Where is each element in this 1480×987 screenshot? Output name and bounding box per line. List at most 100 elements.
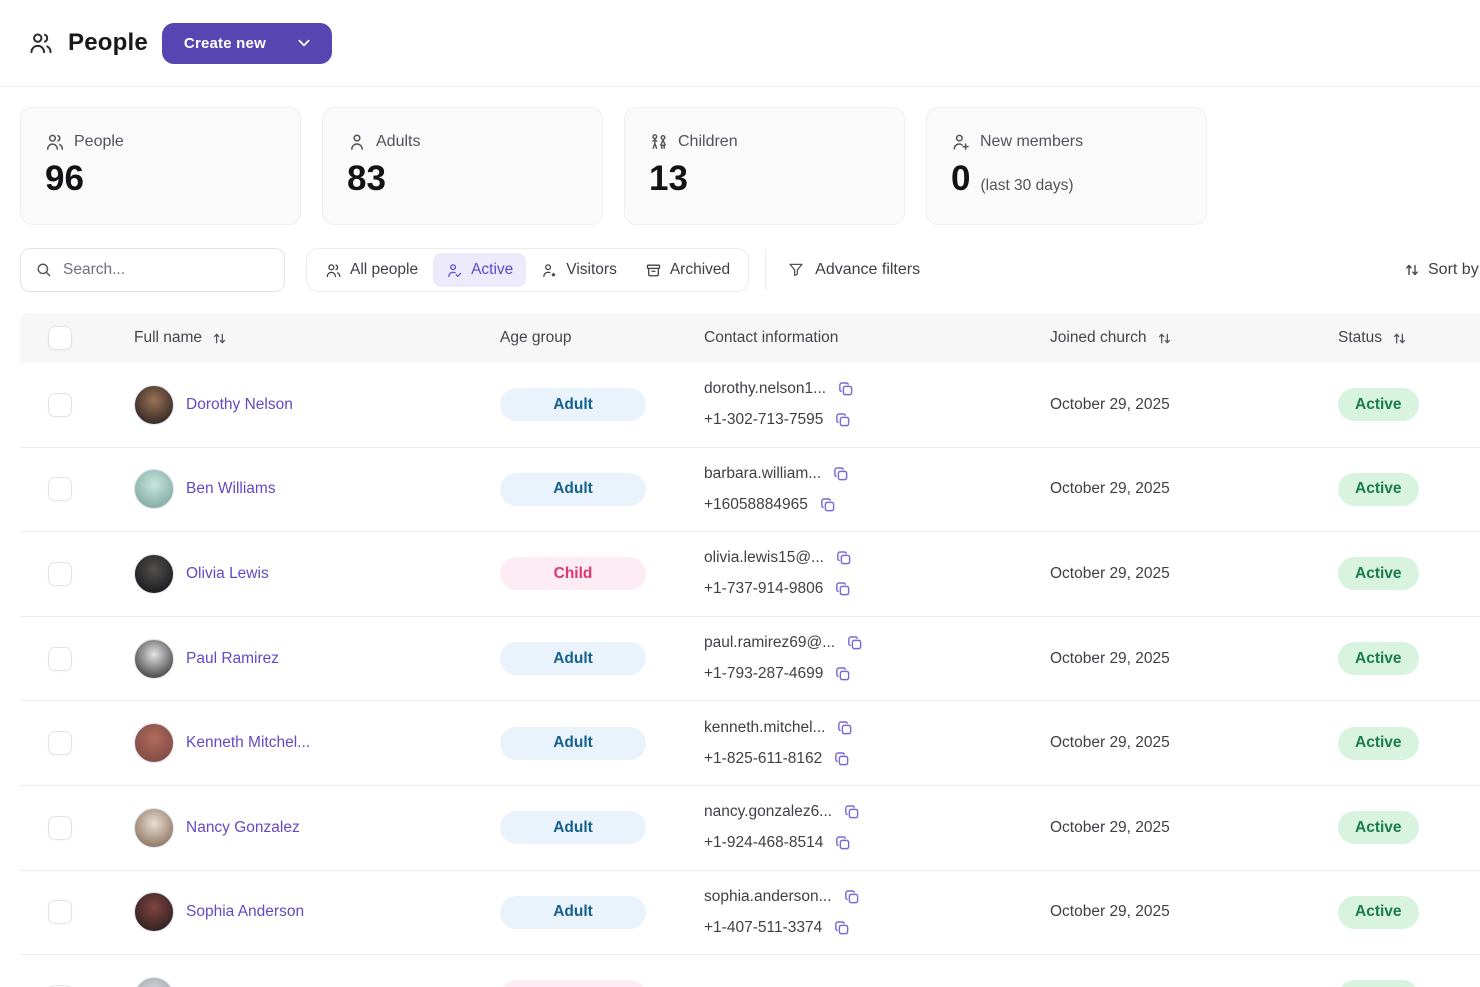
row-checkbox[interactable] xyxy=(48,647,72,671)
avatar xyxy=(134,639,174,679)
stat-card-people: People 96 xyxy=(20,107,301,225)
tab-label: All people xyxy=(350,261,418,279)
page-header: People Create new xyxy=(0,0,1480,87)
select-all-checkbox[interactable] xyxy=(48,326,72,350)
tab-all-people[interactable]: All people xyxy=(312,253,431,287)
stat-label: New members xyxy=(980,133,1083,151)
age-group-badge: Child xyxy=(500,557,646,590)
copy-phone-icon[interactable] xyxy=(834,580,852,598)
person-name-link[interactable]: Dorothy Nelson xyxy=(186,396,293,414)
row-checkbox[interactable] xyxy=(48,393,72,417)
person-name-link[interactable]: Sophia Anderson xyxy=(186,903,304,921)
tab-label: Visitors xyxy=(566,261,617,279)
chevron-down-icon xyxy=(296,35,312,51)
table-row: Dorothy Nelson Adult dorothy.nelson1... … xyxy=(20,363,1480,448)
search-input[interactable] xyxy=(63,261,263,279)
stat-label: Children xyxy=(678,133,738,151)
row-checkbox[interactable] xyxy=(48,477,72,501)
table-row: Olivia Lewis Child olivia.lewis15@... +1… xyxy=(20,532,1480,617)
phone-text: +1-825-611-8162 xyxy=(704,745,822,773)
status-badge: Active xyxy=(1338,388,1419,421)
tab-visitors[interactable]: Visitors xyxy=(528,253,630,287)
copy-email-icon[interactable] xyxy=(836,719,854,737)
row-checkbox[interactable] xyxy=(48,816,72,840)
sort-arrows-icon[interactable] xyxy=(211,330,228,347)
phone-text: +16058884965 xyxy=(704,491,808,519)
person-name-link[interactable]: Olivia Lewis xyxy=(186,565,269,583)
joined-date: October 29, 2025 xyxy=(1050,480,1170,498)
tab-archived[interactable]: Archived xyxy=(632,253,743,287)
copy-phone-icon[interactable] xyxy=(833,750,851,768)
table-row: Kenneth Mitchel... Adult kenneth.mitchel… xyxy=(20,701,1480,786)
row-checkbox[interactable] xyxy=(48,900,72,924)
user-check-icon xyxy=(446,262,463,279)
copy-phone-icon[interactable] xyxy=(834,411,852,429)
copy-phone-icon[interactable] xyxy=(834,665,852,683)
stat-suffix: (last 30 days) xyxy=(980,177,1073,195)
user-star-icon xyxy=(541,262,558,279)
toolbar: All people Active Visitors Archived Adva… xyxy=(20,248,1480,292)
copy-email-icon[interactable] xyxy=(832,465,850,483)
status-badge: Active xyxy=(1338,473,1419,506)
copy-phone-icon[interactable] xyxy=(819,496,837,514)
age-group-badge: Adult xyxy=(500,388,646,421)
joined-date: October 29, 2025 xyxy=(1050,903,1170,921)
sort-arrows-icon xyxy=(1403,261,1421,279)
people-table: Full name Age group Contact information … xyxy=(20,313,1480,987)
column-status[interactable]: Status xyxy=(1338,329,1382,347)
age-group-badge: Adult xyxy=(500,642,646,675)
sort-arrows-icon[interactable] xyxy=(1391,330,1408,347)
joined-date: October 29, 2025 xyxy=(1050,396,1170,414)
children-icon xyxy=(649,132,669,152)
person-name-link[interactable]: Ben Williams xyxy=(186,480,276,498)
joined-date: October 29, 2025 xyxy=(1050,565,1170,583)
status-badge: Active xyxy=(1338,727,1419,760)
column-age-group: Age group xyxy=(500,329,572,347)
email-text: dorothy.nelson1... xyxy=(704,375,826,403)
age-group-badge: Child xyxy=(500,980,646,987)
search-box[interactable] xyxy=(20,248,285,292)
phone-text: +1-737-914-9806 xyxy=(704,575,823,603)
create-new-button[interactable]: Create new xyxy=(162,23,332,64)
row-checkbox[interactable] xyxy=(48,562,72,586)
age-group-badge: Adult xyxy=(500,896,646,929)
copy-email-icon[interactable] xyxy=(846,634,864,652)
tab-label: Archived xyxy=(670,261,730,279)
copy-email-icon[interactable] xyxy=(835,549,853,567)
phone-text: +1-407-511-3374 xyxy=(704,914,822,942)
status-badge: Active xyxy=(1338,980,1419,987)
column-joined-church[interactable]: Joined church xyxy=(1050,329,1147,347)
copy-email-icon[interactable] xyxy=(837,380,855,398)
person-name-link[interactable]: Nancy Gonzalez xyxy=(186,819,300,837)
email-text: kenneth.mitchel... xyxy=(704,714,825,742)
copy-phone-icon[interactable] xyxy=(834,834,852,852)
funnel-icon xyxy=(787,261,805,279)
copy-phone-icon[interactable] xyxy=(833,919,851,937)
copy-email-icon[interactable] xyxy=(843,803,861,821)
email-text: sophia.anderson... xyxy=(704,883,832,911)
stat-label: People xyxy=(74,133,124,151)
column-contact-information: Contact information xyxy=(704,329,838,347)
table-header-row: Full name Age group Contact information … xyxy=(20,313,1480,363)
divider xyxy=(765,250,766,290)
table-row: Ben Williams Adult barbara.william... +1… xyxy=(20,448,1480,533)
person-name-link[interactable]: Paul Ramirez xyxy=(186,650,279,668)
stat-label: Adults xyxy=(376,133,420,151)
table-row: Joshua Ramirez Child joshua.ramirez7... … xyxy=(20,955,1480,987)
sort-arrows-icon[interactable] xyxy=(1156,330,1173,347)
copy-email-icon[interactable] xyxy=(843,888,861,906)
column-full-name[interactable]: Full name xyxy=(134,329,202,347)
sort-by-button[interactable]: Sort by xyxy=(1403,248,1479,292)
avatar xyxy=(134,723,174,763)
avatar xyxy=(134,977,174,987)
advance-filters-button[interactable]: Advance filters xyxy=(787,261,920,279)
joined-date: October 29, 2025 xyxy=(1050,819,1170,837)
table-row: Nancy Gonzalez Adult nancy.gonzalez6... … xyxy=(20,786,1480,871)
email-text: joshua.ramirez7... xyxy=(704,983,827,987)
row-checkbox[interactable] xyxy=(48,731,72,755)
search-icon xyxy=(35,261,53,279)
age-group-badge: Adult xyxy=(500,473,646,506)
status-badge: Active xyxy=(1338,642,1419,675)
tab-active[interactable]: Active xyxy=(433,253,526,287)
person-name-link[interactable]: Kenneth Mitchel... xyxy=(186,734,310,752)
